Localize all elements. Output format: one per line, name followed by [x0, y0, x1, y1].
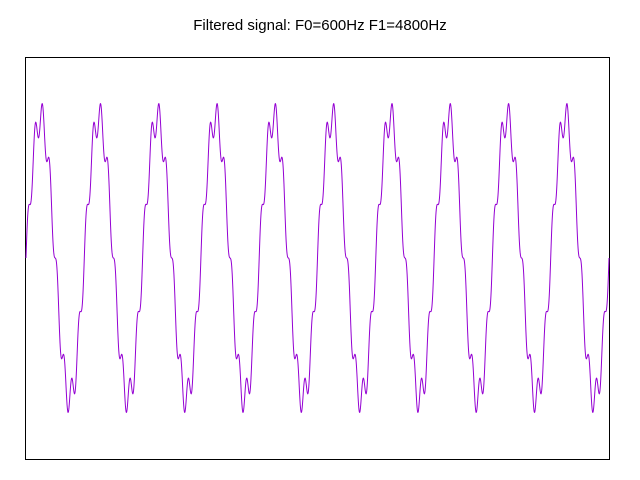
signal-series-line	[25, 102, 610, 414]
chart-title: Filtered signal: F0=600Hz F1=4800Hz	[193, 17, 447, 34]
plot-frame	[25, 57, 610, 460]
